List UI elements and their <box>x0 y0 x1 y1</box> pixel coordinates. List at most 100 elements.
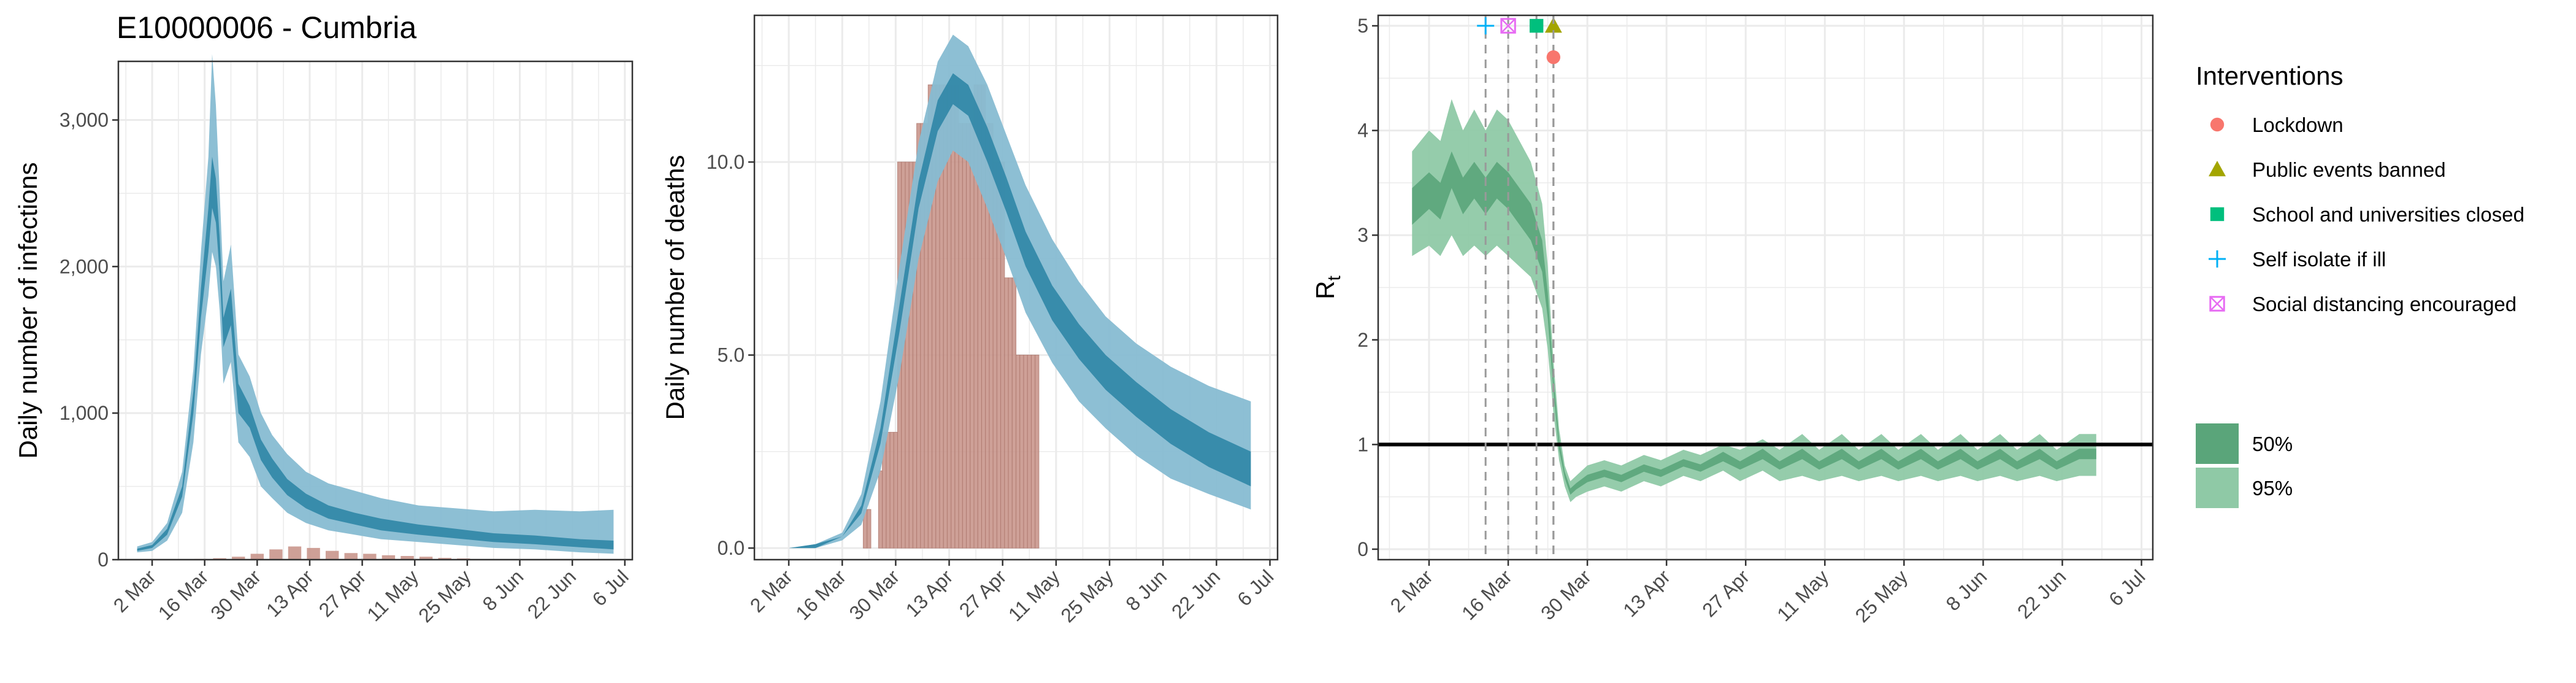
x-tick-label: 16 Mar <box>154 565 213 624</box>
bar <box>966 123 971 549</box>
bar <box>419 557 433 560</box>
legend-item-label: Social distancing encouraged <box>2252 293 2517 315</box>
bar <box>1008 277 1013 549</box>
circle-icon <box>2210 117 2225 132</box>
triangle-icon <box>1544 17 1562 33</box>
y-tick-label: 2 <box>1357 329 1368 351</box>
square-icon <box>1529 18 1544 33</box>
x-tick-label: 30 Mar <box>206 565 265 624</box>
x-tick-label: 27 Apr <box>955 565 1011 621</box>
bar <box>344 553 358 560</box>
panel-background <box>118 61 632 560</box>
triangle-icon <box>2209 161 2226 177</box>
bar <box>1011 277 1016 549</box>
circle-icon <box>1546 50 1560 64</box>
plus-icon <box>1477 17 1495 35</box>
square-icon <box>2210 207 2225 222</box>
bar <box>878 470 883 549</box>
x-tick-label: 8 Jun <box>1942 565 1991 615</box>
bar <box>970 123 975 549</box>
bar <box>1023 355 1028 549</box>
x-tick-label: 8 Jun <box>478 565 528 615</box>
bar <box>363 554 377 560</box>
x-tick-label: 25 May <box>1851 565 1912 627</box>
bar <box>893 431 898 549</box>
bar <box>250 554 264 560</box>
bar <box>951 84 956 549</box>
x-tick-label: 30 Mar <box>845 565 903 624</box>
bar <box>1027 355 1032 549</box>
y-tick-label: 1 <box>1357 433 1368 455</box>
legend-item-label: Public events banned <box>2252 158 2446 181</box>
x-tick-label: 13 Apr <box>1619 565 1674 621</box>
bar <box>438 558 451 560</box>
legend: Interventions Lockdown Public events banne… <box>2196 61 2524 508</box>
bar <box>1004 277 1009 549</box>
bar <box>232 557 245 560</box>
legend-band-label: 95% <box>2252 477 2293 500</box>
y-axis-title-subscript: t <box>1324 276 1344 281</box>
legend-item-label: School and universities closed <box>2252 203 2524 226</box>
chart-title: E10000006 - Cumbria <box>117 10 416 45</box>
x-tick-label: 13 Apr <box>902 565 957 621</box>
x-tick-label: 30 Mar <box>1536 565 1595 624</box>
square-x-icon <box>1500 18 1516 34</box>
y-axis-title: Daily number of deaths <box>661 155 689 420</box>
panel-border <box>117 60 634 561</box>
y-tick-label: 0 <box>1357 538 1368 560</box>
x-tick-label: 2 Mar <box>109 565 161 617</box>
y-axis: 0.0 5.0 10.0 <box>707 151 754 559</box>
x-tick-label: 22 Jun <box>2013 565 2070 622</box>
x-tick-label: 13 Apr <box>262 565 318 621</box>
legend-swatch <box>2196 468 2239 508</box>
square-x-icon <box>2209 296 2225 312</box>
x-tick-label: 6 Jul <box>2104 565 2149 610</box>
x-tick-label: 11 May <box>1004 565 1064 625</box>
y-axis: 0 1 2 3 4 5 <box>1357 15 1378 560</box>
y-tick-label: 3,000 <box>59 109 109 131</box>
legend-swatch <box>2196 423 2239 464</box>
panel-border <box>1377 14 2154 561</box>
x-tick-label: 27 Apr <box>315 565 370 621</box>
bar <box>1019 355 1024 549</box>
x-tick-label: 25 May <box>1056 565 1117 627</box>
y-tick-label: 5 <box>1357 15 1368 37</box>
y-axis: 0 1,000 2,000 3,000 <box>59 109 118 571</box>
bar <box>381 555 396 560</box>
x-tick-label: 6 Jul <box>588 565 632 610</box>
y-tick-label: 1,000 <box>59 402 109 424</box>
bar <box>962 123 967 549</box>
y-tick-label: 0.0 <box>718 537 745 559</box>
bars <box>194 546 470 560</box>
bar <box>889 431 894 549</box>
bar <box>1016 355 1021 549</box>
x-tick-label: 16 Mar <box>1457 565 1516 624</box>
band-95 <box>789 34 1251 549</box>
legend-item-label: Self isolate if ill <box>2252 248 2386 271</box>
panel-border <box>753 14 1279 561</box>
y-tick-label: 4 <box>1357 120 1368 142</box>
y-axis-title: Daily number of infections <box>13 162 42 458</box>
x-tick-label: 16 Mar <box>791 565 850 624</box>
x-tick-label: 11 May <box>362 565 423 625</box>
x-tick-label: 2 Mar <box>746 565 797 617</box>
legend-title: Interventions <box>2196 61 2343 90</box>
bar <box>867 509 872 549</box>
bar <box>1030 355 1036 549</box>
plus-icon <box>2209 250 2226 268</box>
grid <box>118 61 632 561</box>
bar <box>269 549 283 560</box>
bar <box>307 547 320 560</box>
band-50 <box>1412 151 2096 495</box>
y-axis-title: Rt <box>1311 276 1344 299</box>
legend-item-label: Lockdown <box>2252 114 2344 136</box>
bar <box>288 546 302 560</box>
bar <box>1035 355 1040 549</box>
y-tick-label: 5.0 <box>718 344 745 366</box>
bar <box>886 431 891 549</box>
bar <box>325 550 339 560</box>
